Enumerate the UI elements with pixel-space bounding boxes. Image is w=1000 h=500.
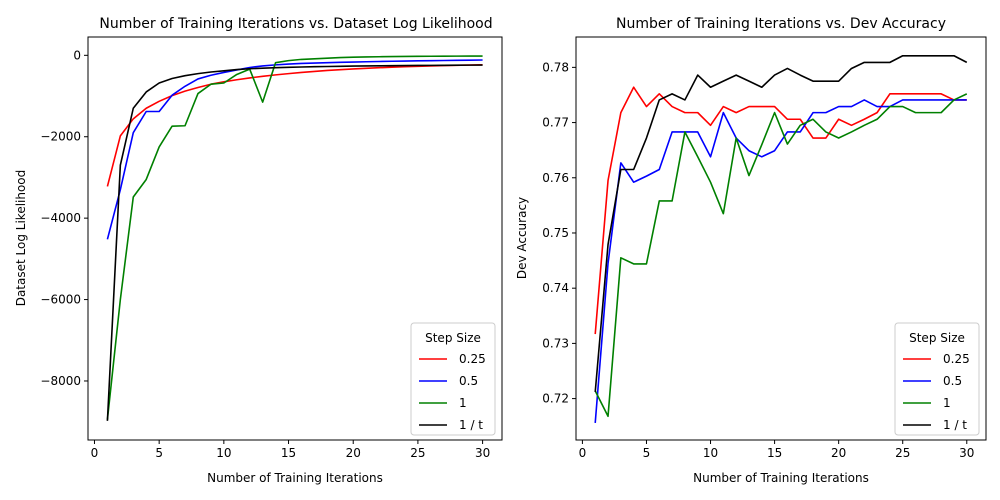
series-line-0.25 bbox=[594, 86, 967, 335]
legend-box bbox=[894, 322, 980, 436]
legend-label: 1 / t bbox=[943, 418, 967, 432]
legend-label: 0.25 bbox=[943, 352, 970, 366]
plot-area bbox=[87, 36, 503, 441]
x-tick-label: 10 bbox=[216, 446, 231, 460]
chart-title: Number of Training Iterations vs. Dev Ac… bbox=[616, 16, 946, 32]
x-tick-label: 10 bbox=[703, 446, 718, 460]
legend-label: 0.5 bbox=[459, 374, 478, 388]
y-tick-label: −4000 bbox=[40, 211, 81, 225]
axes-frame bbox=[87, 36, 503, 441]
series-line-1t bbox=[106, 64, 483, 421]
y-tick-label: 0.77 bbox=[542, 116, 569, 130]
plot-area bbox=[575, 36, 987, 441]
series-lines bbox=[594, 54, 968, 423]
y-axis-ticks: 0.72 0.73 0.74 0.75 0.76 0.77 0.78 bbox=[542, 60, 576, 406]
y-tick-label: 0.72 bbox=[542, 392, 569, 406]
x-tick-label: 30 bbox=[475, 446, 490, 460]
legend-entries: 0.25 0.5 1 1 / t bbox=[419, 352, 486, 432]
y-tick-label: 0.75 bbox=[542, 226, 569, 240]
y-tick-label: −8000 bbox=[40, 374, 81, 388]
y-tick-label: 0.73 bbox=[542, 336, 569, 350]
series-line-0.5 bbox=[594, 99, 967, 423]
y-axis-label: Dataset Log Likelihood bbox=[14, 170, 28, 307]
x-tick-label: 25 bbox=[410, 446, 425, 460]
series-line-1 bbox=[106, 55, 483, 420]
legend-label: 1 / t bbox=[459, 418, 483, 432]
x-axis-ticks: 0 5 10 15 20 25 30 bbox=[91, 440, 490, 460]
x-tick-label: 0 bbox=[579, 446, 587, 460]
x-tick-label: 25 bbox=[895, 446, 910, 460]
legend-box bbox=[410, 322, 496, 436]
series-lines bbox=[106, 55, 483, 421]
y-tick-label: 0 bbox=[73, 48, 81, 62]
y-tick-label: −6000 bbox=[40, 293, 81, 307]
y-axis-ticks: −8000 −6000 −4000 −2000 0 bbox=[40, 48, 88, 388]
x-tick-label: 5 bbox=[155, 446, 163, 460]
series-line-0.25 bbox=[106, 63, 483, 187]
y-axis-label: Dev Accuracy bbox=[515, 197, 529, 279]
panel-log-likelihood: Number of Training Iterations vs. Datase… bbox=[14, 16, 503, 485]
x-axis-ticks: 0 5 10 15 20 25 30 bbox=[579, 440, 974, 460]
y-tick-label: 0.78 bbox=[542, 60, 569, 74]
x-tick-label: 0 bbox=[91, 446, 99, 460]
y-tick-label: 0.76 bbox=[542, 171, 569, 185]
chart-title: Number of Training Iterations vs. Datase… bbox=[99, 16, 492, 32]
y-tick-label: −2000 bbox=[40, 130, 81, 144]
series-line-1 bbox=[594, 93, 968, 418]
x-tick-label: 20 bbox=[346, 446, 361, 460]
y-tick-label: 0.74 bbox=[542, 281, 569, 295]
legend-title: Step Size bbox=[909, 331, 965, 345]
x-tick-label: 15 bbox=[281, 446, 296, 460]
legend-label: 1 bbox=[943, 396, 951, 410]
legend: Step Size 0.25 0.5 1 1 / t bbox=[410, 322, 496, 436]
axes-frame bbox=[575, 36, 987, 441]
legend-label: 0.25 bbox=[459, 352, 486, 366]
legend-label: 1 bbox=[459, 396, 467, 410]
series-line-0.5 bbox=[106, 59, 483, 240]
x-tick-label: 15 bbox=[767, 446, 782, 460]
panel-dev-accuracy: Number of Training Iterations vs. Dev Ac… bbox=[515, 16, 987, 485]
x-tick-label: 5 bbox=[643, 446, 651, 460]
legend-title: Step Size bbox=[425, 331, 481, 345]
x-axis-label: Number of Training Iterations bbox=[693, 471, 869, 485]
x-tick-label: 30 bbox=[959, 446, 974, 460]
x-tick-label: 20 bbox=[831, 446, 846, 460]
series-line-1t bbox=[594, 54, 968, 393]
x-axis-label: Number of Training Iterations bbox=[207, 471, 383, 485]
legend-label: 0.5 bbox=[943, 374, 962, 388]
legend-entries: 0.25 0.5 1 1 / t bbox=[903, 352, 970, 432]
legend: Step Size 0.25 0.5 1 1 / t bbox=[894, 322, 980, 436]
